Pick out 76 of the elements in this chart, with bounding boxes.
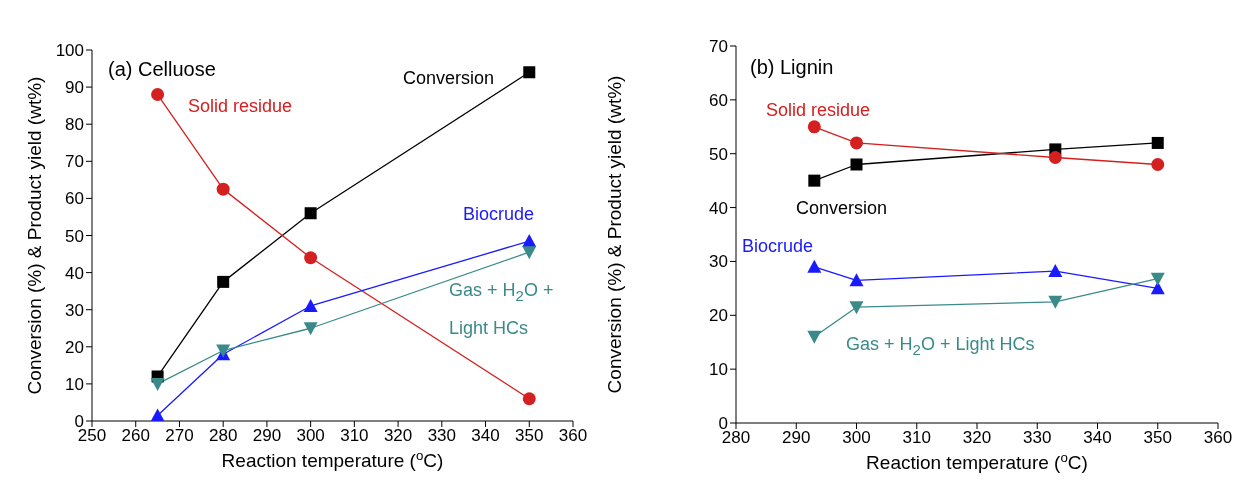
series-label: Gas + H$_{2}$O + Light HCs bbox=[846, 333, 1036, 360]
text: (b) Lignin bbox=[750, 56, 834, 79]
point bbox=[1151, 157, 1165, 171]
x-tick-label: 300 bbox=[296, 426, 325, 446]
series-label: Conversion bbox=[403, 67, 495, 90]
series-label: Solid residue bbox=[766, 99, 871, 122]
x-tick-label: 260 bbox=[121, 426, 150, 446]
x-tick-label: 350 bbox=[1143, 428, 1172, 448]
point bbox=[807, 120, 821, 134]
y-tick-label: 20 bbox=[709, 306, 728, 326]
point bbox=[1048, 150, 1062, 164]
point bbox=[151, 88, 165, 102]
y-tick-label: 50 bbox=[65, 226, 84, 246]
point bbox=[150, 377, 165, 391]
series-label: Solid residue bbox=[188, 95, 293, 118]
point bbox=[523, 66, 536, 79]
y-tick-label: 10 bbox=[709, 360, 728, 380]
point bbox=[849, 273, 864, 287]
x-tick-label: 330 bbox=[427, 426, 457, 446]
x-tick-label: 270 bbox=[165, 426, 194, 446]
x-tick-label: 360 bbox=[1203, 428, 1233, 448]
point bbox=[850, 158, 863, 171]
point bbox=[850, 136, 863, 150]
x-tick-label: 330 bbox=[1023, 428, 1052, 448]
y-tick-label: 40 bbox=[709, 198, 728, 218]
y-tick-label: 70 bbox=[65, 152, 84, 172]
point bbox=[304, 207, 317, 220]
point bbox=[303, 298, 318, 312]
y-tick-label: 60 bbox=[65, 189, 84, 209]
point bbox=[216, 182, 230, 196]
series-label: Conversion bbox=[796, 197, 888, 220]
series-label: Biocrude bbox=[463, 203, 535, 226]
x-tick-label: 300 bbox=[842, 428, 871, 448]
x-tick-label: 340 bbox=[1083, 428, 1112, 448]
point bbox=[1150, 272, 1165, 286]
x-tick-label: 360 bbox=[558, 426, 588, 446]
chart-title: (a) Celluose bbox=[108, 58, 216, 81]
y-tick-label: 80 bbox=[65, 115, 84, 135]
point bbox=[807, 330, 822, 344]
x-axis-title: Reaction temperature ($^{o}$C) bbox=[221, 447, 444, 471]
x-tick-label: 320 bbox=[383, 426, 413, 446]
y-tick-label: 30 bbox=[709, 252, 728, 272]
y-tick-label: 60 bbox=[709, 90, 728, 110]
point bbox=[808, 174, 821, 187]
point bbox=[150, 408, 165, 421]
y-tick-label: 90 bbox=[65, 78, 84, 98]
series-label: Biocrude bbox=[742, 235, 814, 258]
y-tick-label: 40 bbox=[65, 263, 84, 283]
point bbox=[303, 322, 318, 336]
y-tick-label: 100 bbox=[55, 41, 84, 61]
x-tick-label: 340 bbox=[471, 426, 500, 446]
y-tick-label: 50 bbox=[709, 144, 728, 164]
point bbox=[1150, 281, 1165, 295]
point bbox=[1048, 264, 1063, 278]
point bbox=[807, 259, 822, 273]
point bbox=[522, 246, 537, 260]
point bbox=[849, 301, 864, 315]
y-tick-label: 20 bbox=[65, 337, 84, 357]
x-tick-label: 310 bbox=[902, 428, 931, 448]
y-tick-label: 10 bbox=[65, 374, 84, 394]
series-label: Gas + H$_{2}$O + Light HCs bbox=[449, 279, 555, 340]
y-tick-label: 30 bbox=[65, 300, 84, 320]
x-tick-label: 290 bbox=[782, 428, 811, 448]
point bbox=[1151, 136, 1164, 149]
x-tick-label: 310 bbox=[340, 426, 369, 446]
point bbox=[304, 251, 318, 265]
x-tick-label: 320 bbox=[962, 428, 992, 448]
x-tick-label: 280 bbox=[208, 426, 238, 446]
x-tick-label: 290 bbox=[252, 426, 282, 446]
x-axis-title: Reaction temperature ($^{o}$C) bbox=[866, 449, 1088, 473]
point bbox=[1048, 295, 1063, 309]
point bbox=[522, 392, 536, 406]
y-axis-title: Conversion (%) & Product yield (wt%) bbox=[23, 76, 45, 395]
point bbox=[217, 275, 230, 288]
y-tick-label: 70 bbox=[709, 37, 728, 57]
x-tick-label: 350 bbox=[515, 426, 544, 446]
